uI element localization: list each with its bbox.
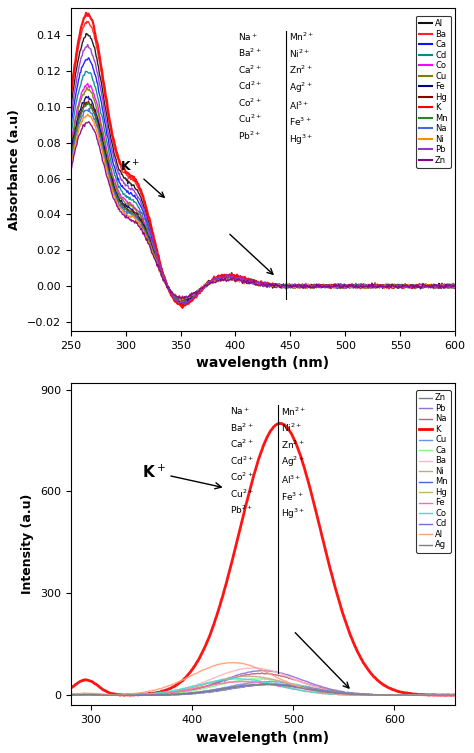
Y-axis label: Absorbance (a.u): Absorbance (a.u) <box>9 109 21 230</box>
X-axis label: wavelength (nm): wavelength (nm) <box>196 730 329 745</box>
Y-axis label: Intensity (a.u): Intensity (a.u) <box>21 494 34 594</box>
Text: Na$^+$
Ba$^{2+}$
Ca$^{2+}$
Cd$^{2+}$
Co$^{2+}$
Cu$^{2+}$
Pb$^{2+}$: Na$^+$ Ba$^{2+}$ Ca$^{2+}$ Cd$^{2+}$ Co$… <box>238 31 262 142</box>
Text: Na$^+$
Ba$^{2+}$
Ca$^{2+}$
Cd$^{2+}$
Co$^{2+}$
Cu$^{2+}$
Pb$^{2+}$: Na$^+$ Ba$^{2+}$ Ca$^{2+}$ Cd$^{2+}$ Co$… <box>230 405 254 517</box>
X-axis label: wavelength (nm): wavelength (nm) <box>196 356 329 370</box>
Text: K$^+$: K$^+$ <box>120 159 164 197</box>
Legend: Zn, Pb, Na, K, Cu, Ca, Ba, Ni, Mn, Hg, Fe, Co, Cd, Al, Ag: Zn, Pb, Na, K, Cu, Ca, Ba, Ni, Mn, Hg, F… <box>416 390 451 553</box>
Text: Mn$^{2+}$
Ni$^{2+}$
Zn$^{2+}$
Ag$^{2+}$
Al$^{3+}$
Fe$^{3+}$
Hg$^{3+}$: Mn$^{2+}$ Ni$^{2+}$ Zn$^{2+}$ Ag$^{2+}$ … <box>282 405 307 521</box>
Text: Mn$^{2+}$
Ni$^{2+}$
Zn$^{2+}$
Ag$^{2+}$
Al$^{3+}$
Fe$^{3+}$
Hg$^{3+}$: Mn$^{2+}$ Ni$^{2+}$ Zn$^{2+}$ Ag$^{2+}$ … <box>289 31 314 147</box>
Legend: Al, Ba, Ca, Cd, Co, Cu, Fe, Hg, K, Mn, Na, Ni, Pb, Zn: Al, Ba, Ca, Cd, Co, Cu, Fe, Hg, K, Mn, N… <box>416 16 451 168</box>
Text: K$^+$: K$^+$ <box>142 464 221 489</box>
